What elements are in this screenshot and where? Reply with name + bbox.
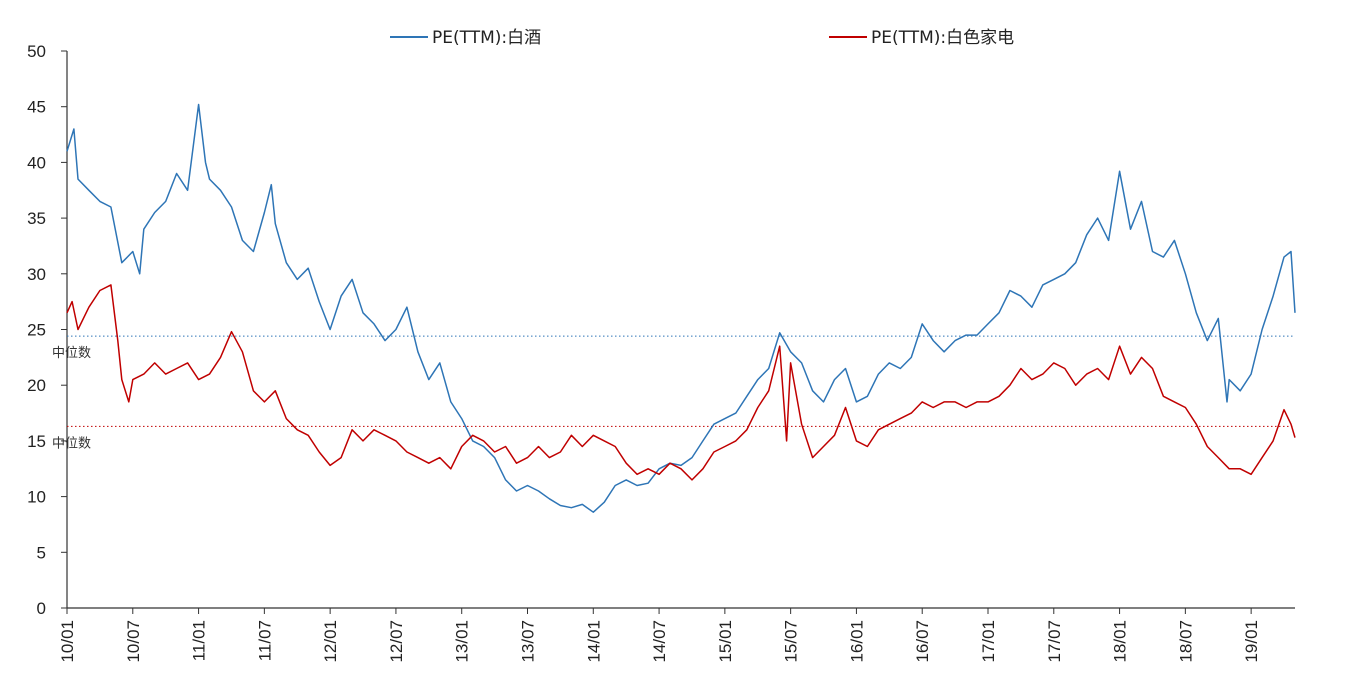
x-tick-label: 10/01 — [58, 620, 77, 663]
x-tick-label: 16/07 — [913, 620, 932, 663]
x-tick-label: 15/01 — [716, 620, 735, 663]
x-tick-label: 17/07 — [1045, 620, 1064, 663]
y-tick-label: 30 — [27, 265, 46, 284]
y-tick-label: 0 — [37, 599, 46, 618]
x-tick-label: 13/07 — [519, 620, 538, 663]
x-tick-label: 17/01 — [979, 620, 998, 663]
x-tick-label: 11/07 — [255, 620, 274, 661]
chart-series — [66, 103, 1296, 513]
x-tick-label: 15/07 — [782, 620, 801, 663]
x-tick-label: 18/01 — [1111, 620, 1130, 663]
series-line-1 — [66, 284, 1296, 481]
x-tick-label: 12/01 — [321, 620, 340, 663]
x-tick-label: 19/01 — [1242, 620, 1261, 663]
y-tick-label: 50 — [27, 42, 46, 61]
series-line-0 — [66, 103, 1296, 513]
x-tick-label: 10/07 — [124, 620, 143, 663]
y-tick-label: 40 — [27, 153, 46, 172]
y-tick-label: 10 — [27, 488, 46, 507]
x-tick-label: 11/01 — [190, 620, 209, 661]
y-tick-label: 15 — [27, 432, 46, 451]
x-tick-label: 12/07 — [387, 620, 406, 663]
legend-label-baijiu: PE(TTM):白酒 — [432, 28, 541, 48]
x-tick-label: 14/01 — [584, 620, 603, 663]
y-tick-label: 20 — [27, 376, 46, 395]
y-tick-label: 25 — [27, 321, 46, 340]
chart-axes: 0 5 10 15 20 25 30 35 40 45 50 10/01 10/07 11/01 11/07… — [27, 42, 1295, 663]
x-tick-label: 14/07 — [650, 620, 669, 663]
y-tick-label: 5 — [37, 543, 46, 562]
median-label-0: 中位数 — [52, 346, 91, 361]
x-tick-label: 18/07 — [1176, 620, 1195, 663]
median-label-1: 中位数 — [52, 436, 91, 451]
y-tick-label: 45 — [27, 98, 46, 117]
x-tick-label: 16/01 — [847, 620, 866, 663]
legend-label-appliances: PE(TTM):白色家电 — [871, 28, 1014, 48]
chart-legend: PE(TTM):白酒 PE(TTM):白色家电 — [390, 28, 1014, 48]
x-tick-label: 13/01 — [453, 620, 472, 663]
y-tick-label: 35 — [27, 209, 46, 228]
